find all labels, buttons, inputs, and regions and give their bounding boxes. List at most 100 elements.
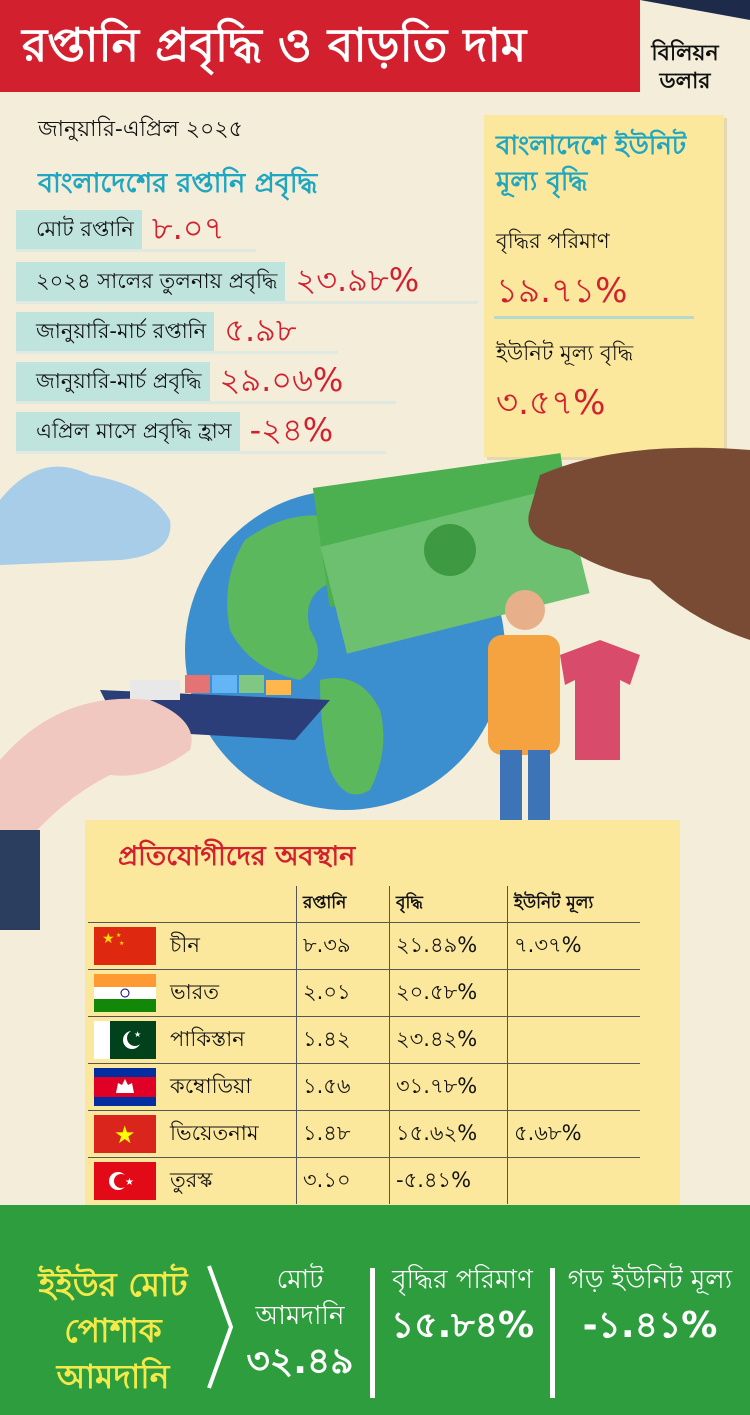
unit-value: ৭.৩৭% xyxy=(507,922,640,970)
svg-text:★: ★ xyxy=(114,1121,136,1149)
stat-underline xyxy=(16,401,396,404)
country-name: কম্বোডিয়া xyxy=(164,1063,297,1111)
stat-row-april-decline: এপ্রিল মাসে প্রবৃদ্ধি হ্রাস -২৪% xyxy=(16,411,386,454)
growth-value: ২১.৪৯% xyxy=(389,922,508,970)
svg-text:★: ★ xyxy=(116,932,121,939)
stat-value: ৫.৯৮ xyxy=(224,311,297,349)
unit-growth-label: ইউনিট মূল্য বৃদ্ধি xyxy=(496,341,634,365)
stat-underline xyxy=(16,249,256,252)
china-flag-icon: ★ ★★ xyxy=(94,927,156,965)
table-row: ★ ভিয়েতনাম ১.৪৮ ১৫.৬২% ৫.৬৮% xyxy=(88,1110,640,1158)
eu-total-imports-heading: মোট আমদানি xyxy=(255,1265,345,1331)
stat-row-jan-mar-export: জানুয়ারি-মার্চ রপ্তানি ৫.৯৮ xyxy=(16,311,338,354)
growth-amount-value: ১৯.৭১% xyxy=(496,271,628,311)
footer-divider xyxy=(550,1268,555,1398)
unit-column-header: ইউনিট মূল্য xyxy=(507,886,640,923)
eu-total-imports: মোট আমদানি ৩২.৪৯ xyxy=(235,1262,365,1386)
growth-value: ২০.৫৮% xyxy=(389,969,508,1017)
cloud-shape xyxy=(0,466,171,565)
india-flag-icon xyxy=(94,974,156,1012)
unit-label: বিলিয়ন ডলার xyxy=(651,41,719,94)
stat-underline xyxy=(16,351,338,354)
stat-row-jan-mar-growth: জানুয়ারি-মার্চ প্রবৃদ্ধি ২৯.০৬% xyxy=(16,361,396,404)
stat-label: জানুয়ারি-মার্চ প্রবৃদ্ধি xyxy=(16,361,210,403)
export-value: ৩.১০ xyxy=(296,1157,390,1204)
stat-value: ৮.০৭ xyxy=(151,209,225,247)
growth-value: ৩১.৭৮% xyxy=(389,1063,508,1111)
table-row: ★ তুরস্ক ৩.১০ -৫.৪১% xyxy=(88,1157,640,1204)
export-value: ১.৪২ xyxy=(296,1016,390,1064)
stat-underline xyxy=(16,451,386,454)
eu-growth-amount-heading: বৃদ্ধির পরিমাণ xyxy=(392,1265,533,1295)
page-title: রপ্তানি প্রবৃদ্ধি ও বাড়তি দাম xyxy=(22,18,527,72)
growth-value: ১৫.৬২% xyxy=(389,1110,508,1158)
svg-text:★: ★ xyxy=(125,1177,134,1188)
table-row: ★ পাকিস্তান ১.৪২ ২৩.৪২% xyxy=(88,1016,640,1064)
vietnam-flag-icon: ★ xyxy=(94,1115,156,1153)
stat-value: ২৩.৯৮% xyxy=(295,261,420,299)
table-header-row: রপ্তানি বৃদ্ধি ইউনিট মূল্য xyxy=(88,886,640,923)
table-row: ভারত ২.০১ ২০.৫৮% xyxy=(88,969,640,1017)
eu-average-unit-price: গড় ইউনিট মূল্য -১.৪১% xyxy=(560,1262,740,1350)
period-label: জানুয়ারি-এপ্রিল ২০২৫ xyxy=(38,117,243,142)
unit-price-title: বাংলাদেশে ইউনিট মূল্য বৃদ্ধি xyxy=(496,131,687,197)
unit-value xyxy=(507,1157,640,1204)
country-name: তুরস্ক xyxy=(164,1157,297,1204)
hand-left-icon xyxy=(0,698,192,930)
stat-label: মোট রপ্তানি xyxy=(16,209,142,251)
eu-total-imports-value: ৩২.৪৯ xyxy=(246,1341,354,1382)
country-name: ভিয়েতনাম xyxy=(164,1110,297,1158)
unit-box-divider xyxy=(494,316,694,319)
unit-value xyxy=(507,1016,640,1064)
stat-value: ২৯.০৬% xyxy=(219,361,344,399)
stat-label: এপ্রিল মাসে প্রবৃদ্ধি হ্রাস xyxy=(16,411,240,453)
table-row: কম্বোডিয়া ১.৫৬ ৩১.৭৮% xyxy=(88,1063,640,1111)
title-banner xyxy=(0,0,640,92)
flag-cell: ★ xyxy=(88,1016,164,1064)
growth-value: -৫.৪১% xyxy=(389,1157,508,1204)
pakistan-flag-icon: ★ xyxy=(94,1021,156,1059)
hand-right-icon xyxy=(528,447,750,640)
flag-cell xyxy=(88,1063,164,1111)
competitors-table: রপ্তানি বৃদ্ধি ইউনিট মূল্য ★ ★ ★ চীন ৮.৩৯ … xyxy=(88,886,640,1204)
flag-cell xyxy=(88,969,164,1017)
country-name: চীন xyxy=(164,922,297,970)
money-icon xyxy=(312,453,590,654)
export-column-header: রপ্তানি xyxy=(296,886,390,923)
stat-row-growth-vs-2024: ২০২৪ সালের তুলনায় প্রবৃদ্ধি ২৩.৯৮% xyxy=(16,261,478,304)
country-name: ভারত xyxy=(164,969,297,1017)
eu-growth-amount-value: ১৫.৮৪% xyxy=(390,1305,535,1346)
eu-growth-amount: বৃদ্ধির পরিমাণ ১৫.৮৪% xyxy=(380,1262,545,1350)
eu-imports-label: ইইউর মোট পোশাক আমদানি xyxy=(38,1265,188,1396)
unit-value: ৫.৬৮% xyxy=(507,1110,640,1158)
corner-fold-decoration xyxy=(640,0,750,20)
stat-underline xyxy=(16,301,478,304)
svg-text:★: ★ xyxy=(119,940,124,947)
eu-average-unit-price-heading: গড় ইউনিট মূল্য xyxy=(567,1265,733,1295)
footer-divider xyxy=(370,1268,375,1398)
svg-text:★: ★ xyxy=(134,1030,141,1039)
unit-value xyxy=(507,969,640,1017)
growth-value: ২৩.৪২% xyxy=(389,1016,508,1064)
flag-cell: ★ xyxy=(88,1110,164,1158)
unit-growth-value: ৩.৫৭% xyxy=(496,383,606,423)
unit-value xyxy=(507,1063,640,1111)
stat-row-total-export: মোট রপ্তানি ৮.০৭ xyxy=(16,209,256,252)
svg-text:★: ★ xyxy=(102,931,115,947)
country-name: পাকিস্তান xyxy=(164,1016,297,1064)
eu-average-unit-price-value: -১.৪১% xyxy=(582,1305,718,1346)
trade-illustration xyxy=(0,447,750,930)
export-value: ১.৫৬ xyxy=(296,1063,390,1111)
bangladesh-export-title: বাংলাদেশের রপ্তানি প্রবৃদ্ধি xyxy=(38,168,318,199)
turkey-flag-icon: ★ xyxy=(94,1162,156,1200)
flag-cell: ★ xyxy=(88,1157,164,1204)
export-value: ৮.৩৯ xyxy=(296,922,390,970)
growth-amount-label: বৃদ্ধির পরিমাণ xyxy=(496,229,610,253)
stat-value: -২৪% xyxy=(249,411,334,449)
table-row: ★ ★ ★ চীন ৮.৩৯ ২১.৪৯% ৭.৩৭% xyxy=(88,922,640,970)
export-value: ১.৪৮ xyxy=(296,1110,390,1158)
chevron-right-icon xyxy=(207,1265,234,1389)
eu-imports-footer xyxy=(0,1205,750,1415)
competitors-title: প্রতিযোগীদের অবস্থান xyxy=(118,841,356,872)
cambodia-flag-icon xyxy=(94,1068,156,1106)
